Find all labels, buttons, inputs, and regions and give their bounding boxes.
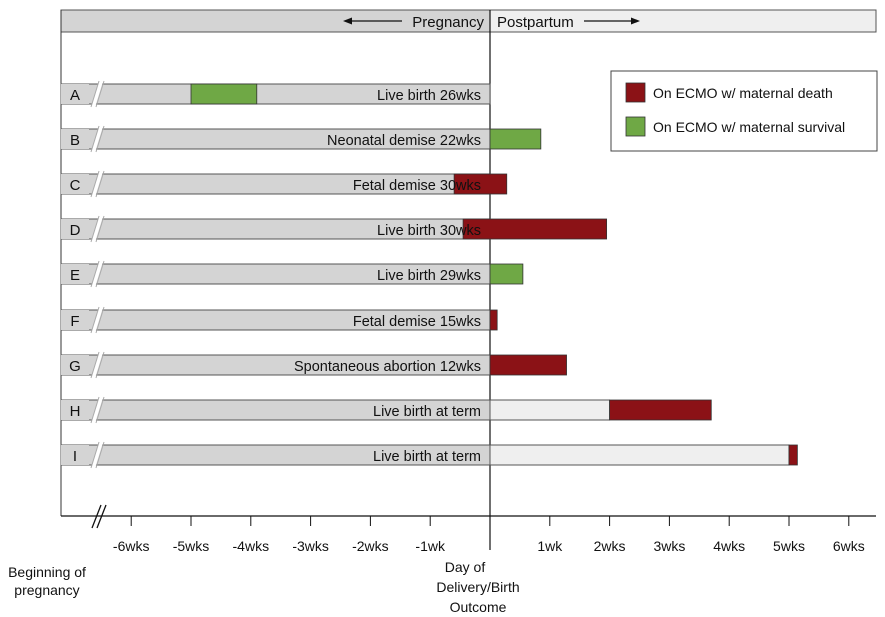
case-id-label: H bbox=[70, 403, 81, 420]
ecmo-bar-survival bbox=[190, 83, 258, 105]
case-row-b: B Neonatal demise 22wks bbox=[60, 125, 542, 153]
zero-label-line1: Day of bbox=[445, 559, 486, 575]
left-bottom-label: Beginning of pregnancy bbox=[8, 564, 86, 598]
ecmo-bar-death bbox=[453, 173, 508, 195]
case-row-f: F Fetal demise 15wks bbox=[60, 306, 498, 334]
zero-label-line3: Outcome bbox=[450, 599, 507, 615]
ecmo-bar-death bbox=[788, 444, 798, 466]
x-tick-label: 1wk bbox=[537, 538, 563, 554]
case-id-label: E bbox=[70, 267, 80, 284]
ecmo-bar-survival bbox=[489, 263, 524, 285]
case-id-label: B bbox=[70, 132, 80, 149]
x-tick-label: 4wks bbox=[713, 538, 745, 554]
case-outcome-label: Neonatal demise 22wks bbox=[327, 133, 481, 149]
case-id-box bbox=[61, 129, 89, 149]
case-outcome-label: Fetal demise 15wks bbox=[353, 314, 481, 330]
case-row-d: D Live birth 30wks bbox=[60, 215, 608, 243]
case-row-g: G Spontaneous abortion 12wks bbox=[60, 351, 567, 379]
header-postpartum-label: Postpartum bbox=[497, 14, 574, 31]
header-band: Pregnancy Postpartum bbox=[60, 9, 877, 33]
axis-break-icon bbox=[90, 215, 105, 243]
case-outcome-label: Live birth at term bbox=[373, 449, 481, 465]
case-id-label: D bbox=[70, 222, 81, 239]
case-id-box bbox=[61, 445, 89, 465]
case-id-box bbox=[61, 264, 89, 284]
x-tick-label: 5wks bbox=[773, 538, 805, 554]
axis-break-icon bbox=[90, 125, 105, 153]
axis-break-icon bbox=[90, 170, 105, 198]
axis-break-icon bbox=[90, 396, 105, 424]
axis-break-icon bbox=[90, 441, 105, 469]
case-id-box bbox=[61, 219, 89, 239]
zero-label-line2: Delivery/Birth bbox=[436, 579, 519, 595]
x-tick-label: -3wks bbox=[292, 538, 329, 554]
x-tick-label: -1wk bbox=[415, 538, 446, 554]
case-id-box bbox=[61, 174, 89, 194]
postpartum-bar bbox=[489, 444, 790, 466]
postpartum-bar bbox=[489, 399, 611, 421]
x-axis-ticks: -6wks -5wks -4wks -3wks -2wks -1wk 1wk 2wks 3wks… bbox=[113, 516, 865, 554]
axis-break-icon bbox=[90, 260, 105, 288]
legend-death-swatch bbox=[625, 82, 646, 103]
case-outcome-label: Live birth 29wks bbox=[377, 268, 481, 284]
header-pregnancy-label: Pregnancy bbox=[412, 14, 484, 31]
case-row-c: C Fetal demise 30wks bbox=[60, 170, 508, 198]
x-tick-label: 6wks bbox=[833, 538, 865, 554]
legend-survival-label: On ECMO w/ maternal survival bbox=[653, 119, 845, 135]
legend-box bbox=[610, 70, 878, 152]
case-outcome-label: Live birth at term bbox=[373, 404, 481, 420]
case-row-a: A Live birth 26wks bbox=[60, 80, 491, 108]
beginning-label-line1: Beginning of bbox=[8, 564, 86, 580]
case-id-label: I bbox=[73, 448, 77, 465]
case-row-i: I Live birth at term bbox=[60, 441, 798, 469]
ecmo-bar-death bbox=[489, 309, 498, 331]
case-id-label: F bbox=[70, 313, 79, 330]
x-tick-label: 2wks bbox=[594, 538, 626, 554]
case-id-box bbox=[61, 84, 89, 104]
case-id-box bbox=[61, 310, 89, 330]
ecmo-bar-death bbox=[489, 354, 567, 376]
case-id-label: A bbox=[70, 87, 80, 104]
axis-break-icon bbox=[91, 504, 107, 529]
ecmo-bar-survival bbox=[489, 128, 542, 150]
case-id-label: C bbox=[70, 177, 81, 194]
legend-survival-swatch bbox=[625, 116, 646, 137]
legend-death-label: On ECMO w/ maternal death bbox=[653, 85, 833, 101]
case-outcome-label: Live birth 30wks bbox=[377, 223, 481, 239]
case-outcome-label: Spontaneous abortion 12wks bbox=[294, 359, 481, 375]
axis-break-icon bbox=[90, 80, 105, 108]
case-row-e: E Live birth 29wks bbox=[60, 260, 524, 288]
case-id-label: G bbox=[69, 358, 81, 375]
x-tick-label: -2wks bbox=[352, 538, 389, 554]
case-id-box bbox=[61, 400, 89, 420]
x-tick-label: 3wks bbox=[653, 538, 685, 554]
x-tick-label: -4wks bbox=[233, 538, 270, 554]
zero-bottom-label: Day of Delivery/Birth Outcome bbox=[436, 559, 519, 615]
ecmo-bar-death bbox=[462, 218, 608, 240]
beginning-label-line2: pregnancy bbox=[14, 582, 79, 598]
case-outcome-label: Fetal demise 30wks bbox=[353, 178, 481, 194]
left-arrow-icon bbox=[343, 17, 352, 25]
x-tick-label: -5wks bbox=[173, 538, 210, 554]
ecmo-bar-death bbox=[609, 399, 712, 421]
case-id-box bbox=[61, 355, 89, 375]
case-rows: A Live birth 26wks B Neonatal demise 22wks C… bbox=[60, 80, 798, 469]
right-arrow-icon bbox=[631, 17, 640, 25]
case-outcome-label: Live birth 26wks bbox=[377, 88, 481, 104]
case-row-h: H Live birth at term bbox=[60, 396, 712, 424]
axis-break-icon bbox=[90, 306, 105, 334]
legend: On ECMO w/ maternal death On ECMO w/ mat… bbox=[610, 70, 878, 152]
axis-break-icon bbox=[90, 351, 105, 379]
x-tick-label: -6wks bbox=[113, 538, 150, 554]
